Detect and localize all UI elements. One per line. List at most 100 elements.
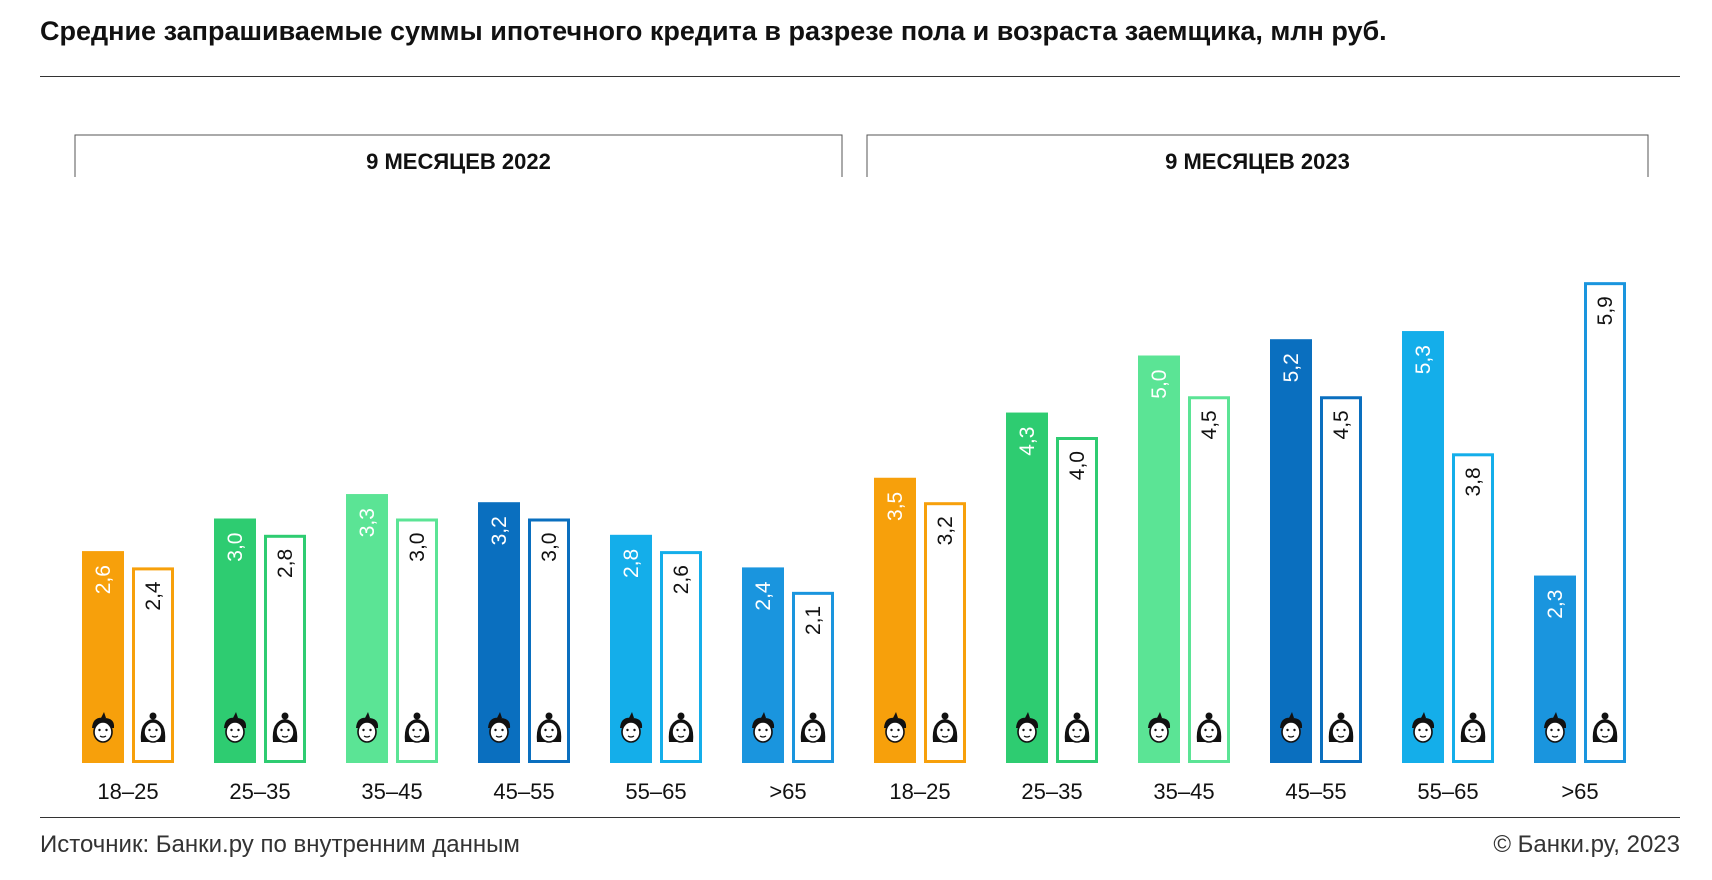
mouth <box>281 735 289 738</box>
face <box>275 721 295 743</box>
eye <box>230 728 233 732</box>
panel-bracket <box>866 134 1649 177</box>
data-label: 2,8 <box>274 549 297 578</box>
hair-bun <box>545 712 553 720</box>
man-face-icon <box>1544 712 1567 743</box>
mouth <box>1073 735 1081 738</box>
mouth <box>677 735 685 738</box>
eye <box>626 728 629 732</box>
category-label: 35–45 <box>1153 779 1214 804</box>
man-face-icon <box>488 712 511 743</box>
hair-tuft <box>893 712 898 718</box>
data-label: 2,4 <box>142 581 165 611</box>
bar-female <box>1452 453 1494 763</box>
face <box>357 721 377 743</box>
hair-tuft <box>761 712 766 718</box>
panel-label: 9 МЕСЯЦЕВ 2023 <box>1165 149 1350 174</box>
eye <box>1293 728 1296 732</box>
eye <box>1154 728 1157 732</box>
category-label: >65 <box>1561 779 1598 804</box>
category-label: 45–55 <box>1285 779 1346 804</box>
hair-tuft <box>1553 712 1558 718</box>
eye <box>897 728 900 732</box>
man-face-icon <box>1016 712 1039 743</box>
woman-face-icon <box>140 712 166 743</box>
woman-face-icon <box>1328 712 1354 743</box>
face <box>489 721 509 743</box>
face <box>803 721 823 743</box>
hair-bun <box>1469 712 1477 720</box>
eye <box>412 728 415 732</box>
woman-face-icon <box>668 712 694 743</box>
man-face-icon <box>356 712 379 743</box>
man-face-icon <box>620 712 643 743</box>
eye <box>237 728 240 732</box>
hair-bun <box>281 712 289 720</box>
mouth <box>99 735 107 738</box>
face <box>407 721 427 743</box>
man-face-icon <box>1148 712 1171 743</box>
category-label: 18–25 <box>889 779 950 804</box>
eye <box>1204 728 1207 732</box>
data-label: 3,0 <box>224 533 247 562</box>
eye <box>148 728 151 732</box>
eye <box>362 728 365 732</box>
mouth <box>759 735 767 738</box>
eye <box>683 728 686 732</box>
eye <box>1607 728 1610 732</box>
hair-tuft <box>1289 712 1294 718</box>
data-label: 4,5 <box>1330 410 1353 439</box>
face <box>671 721 691 743</box>
hair-bun <box>1337 712 1345 720</box>
mouth <box>627 735 635 738</box>
mouth <box>1205 735 1213 738</box>
panel-label: 9 МЕСЯЦЕВ 2022 <box>366 149 551 174</box>
face <box>143 721 163 743</box>
eye <box>1211 728 1214 732</box>
eye <box>280 728 283 732</box>
eye <box>758 728 761 732</box>
mouth <box>1337 735 1345 738</box>
face <box>1545 721 1565 743</box>
face <box>1067 721 1087 743</box>
bar-female <box>1320 396 1362 763</box>
eye <box>633 728 636 732</box>
face <box>93 721 113 743</box>
data-label: 2,1 <box>802 606 825 635</box>
data-label: 5,3 <box>1412 345 1435 374</box>
face <box>621 721 641 743</box>
eye <box>369 728 372 732</box>
mouth <box>149 735 157 738</box>
bar-female <box>1188 396 1230 763</box>
hair-tuft <box>365 712 370 718</box>
data-label: 3,3 <box>356 508 379 537</box>
face <box>885 721 905 743</box>
eye <box>676 728 679 732</box>
mouth <box>1551 735 1559 738</box>
mouth <box>413 735 421 738</box>
mouth <box>1601 735 1609 738</box>
man-face-icon <box>224 712 247 743</box>
data-label: 4,5 <box>1198 410 1221 439</box>
top-divider <box>40 76 1680 77</box>
woman-face-icon <box>1460 712 1486 743</box>
bar-male <box>1138 355 1180 763</box>
hair-bun <box>941 712 949 720</box>
mouth <box>1023 735 1031 738</box>
bottom-divider <box>40 817 1680 818</box>
face <box>935 721 955 743</box>
eye <box>1600 728 1603 732</box>
woman-face-icon <box>1064 712 1090 743</box>
bar-female <box>1056 437 1098 763</box>
data-label: 3,2 <box>488 516 511 545</box>
man-face-icon <box>1280 712 1303 743</box>
category-label: 45–55 <box>493 779 554 804</box>
woman-face-icon <box>800 712 826 743</box>
face <box>1017 721 1037 743</box>
hair-bun <box>1073 712 1081 720</box>
hair-tuft <box>497 712 502 718</box>
source-note: Источник: Банки.ру по внутренним данным <box>40 831 520 858</box>
eye <box>815 728 818 732</box>
hair-tuft <box>1157 712 1162 718</box>
